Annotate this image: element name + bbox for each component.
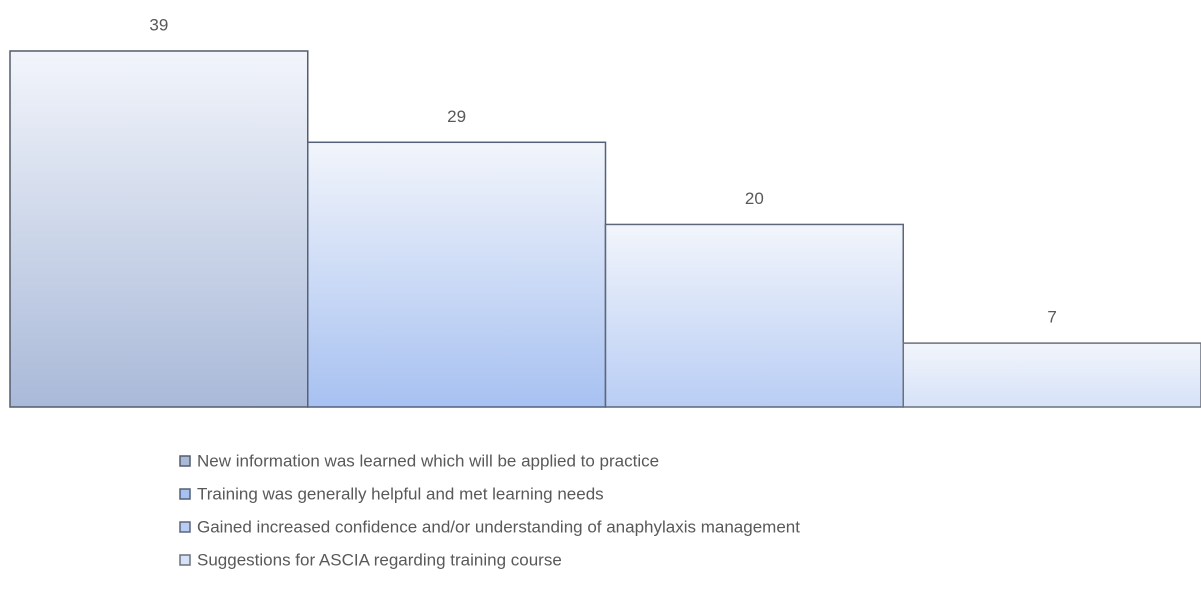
value-label: 39	[149, 15, 168, 34]
legend-swatch	[179, 488, 191, 500]
legend-label: Training was generally helpful and met l…	[197, 484, 604, 503]
legend-label: Gained increased confidence and/or under…	[197, 517, 800, 536]
legend-swatch	[179, 455, 191, 467]
bar	[604, 223, 904, 408]
value-label: 7	[1047, 308, 1056, 327]
legend-label: New information was learned which will b…	[197, 451, 659, 470]
legend-swatch	[179, 521, 191, 533]
bar	[902, 342, 1201, 408]
value-label: 29	[447, 107, 466, 126]
legend-swatch	[179, 554, 191, 566]
bar	[307, 141, 607, 408]
bar	[9, 50, 309, 408]
value-label: 20	[745, 189, 764, 208]
legend-label: Suggestions for ASCIA regarding training…	[197, 550, 562, 569]
